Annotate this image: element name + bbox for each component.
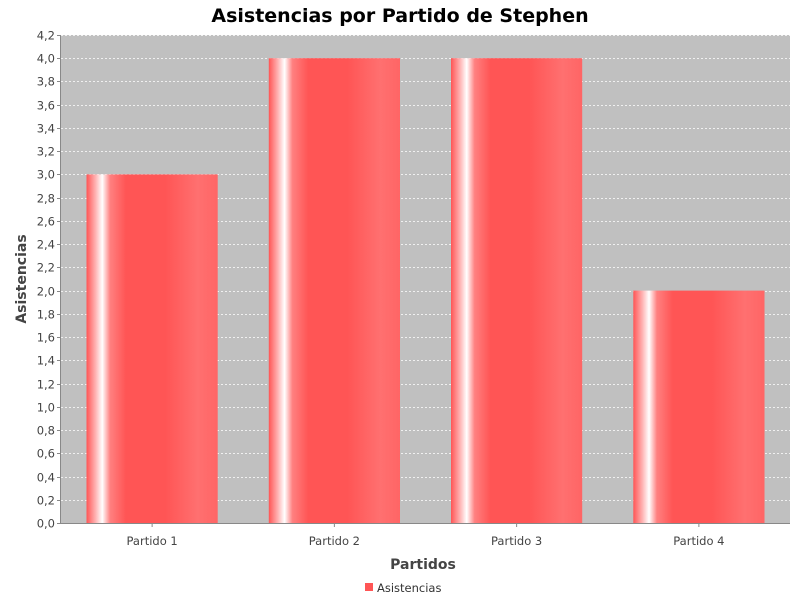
x-ticks: Partido 1 Partido 2 Partido 3 Partido 4 [127, 523, 724, 548]
y-tick-label: 3,8 [37, 75, 55, 89]
y-tick-label: 2,8 [37, 192, 55, 206]
y-tick-label: 3,4 [37, 122, 55, 136]
y-tick-label: 3,0 [37, 168, 55, 182]
y-axis-label: Asistencias [14, 234, 30, 323]
x-tick-label: Partido 4 [673, 534, 724, 548]
bar [86, 174, 218, 523]
x-tick-label: Partido 3 [491, 534, 542, 548]
bars [86, 58, 765, 523]
y-tick-label: 1,4 [37, 354, 55, 368]
bar [451, 58, 583, 523]
y-tick-label: 2,2 [37, 261, 55, 275]
legend-swatch [365, 583, 373, 591]
y-tick-label: 0,6 [37, 447, 55, 461]
x-tick-label: Partido 1 [127, 534, 178, 548]
y-tick-label: 1,8 [37, 308, 55, 322]
y-tick-label: 1,2 [37, 378, 55, 392]
y-tick-label: 1,0 [37, 401, 55, 415]
y-tick-label: 1,6 [37, 331, 55, 345]
y-tick-label: 3,6 [37, 99, 55, 113]
y-tick-label: 4,0 [37, 52, 55, 66]
legend-label: Asistencias [377, 581, 441, 595]
y-tick-label: 0,0 [37, 517, 55, 531]
y-tick-label: 3,2 [37, 145, 55, 159]
y-tick-label: 0,4 [37, 471, 55, 485]
y-ticks: 0,0 0,2 0,4 0,6 0,8 1,0 1,2 1,4 1,6 1,8 2,0 2,2 2,4 2… [37, 29, 61, 531]
x-tick-label: Partido 2 [309, 534, 360, 548]
y-tick-label: 4,2 [37, 29, 55, 43]
x-axis-label: Partidos [390, 557, 456, 573]
bar [268, 58, 400, 523]
y-tick-label: 2,0 [37, 285, 55, 299]
y-tick-label: 0,2 [37, 494, 55, 508]
y-tick-label: 2,4 [37, 238, 55, 252]
y-tick-label: 2,6 [37, 215, 55, 229]
bar [633, 290, 765, 523]
chart-title: Asistencias por Partido de Stephen [211, 5, 588, 27]
y-tick-label: 0,8 [37, 424, 55, 438]
legend: Asistencias [365, 581, 441, 595]
